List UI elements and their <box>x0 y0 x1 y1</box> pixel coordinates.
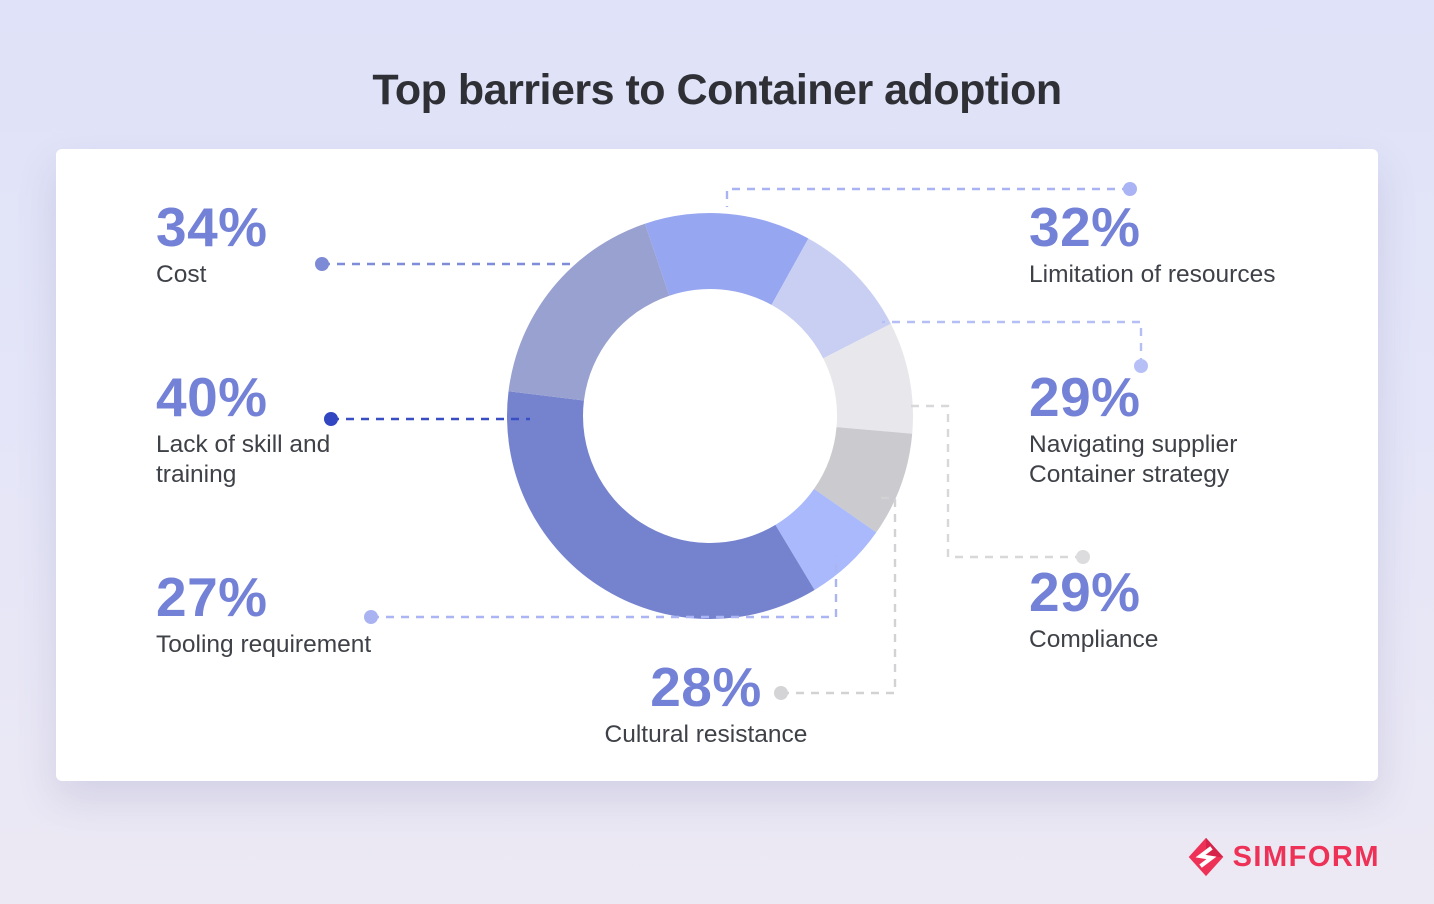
simform-logo: SIMFORM <box>1186 834 1380 880</box>
simform-logo-text: SIMFORM <box>1232 840 1380 873</box>
stat-navigating-label: Navigating supplier Container strategy <box>1029 431 1238 488</box>
stat-compliance: 29% Compliance <box>1029 565 1259 655</box>
stat-navigating: 29% Navigating supplier Container strate… <box>1029 370 1264 490</box>
page-title: Top barriers to Container adoption <box>372 66 1062 114</box>
stat-cost-label: Cost <box>156 261 207 288</box>
stat-cost-value: 34% <box>156 196 268 258</box>
stat-lack-of-skill: 40% Lack of skill and training <box>156 370 351 490</box>
stat-lack-of-skill-value: 40% <box>156 366 268 428</box>
stat-compliance-value: 29% <box>1029 561 1141 623</box>
stat-tooling-label: Tooling requirement <box>156 631 372 658</box>
stat-navigating-value: 29% <box>1029 366 1141 428</box>
stat-limitation: 32% Limitation of resources <box>1029 200 1299 290</box>
stat-tooling: 27% Tooling requirement <box>156 570 416 660</box>
stat-tooling-value: 27% <box>156 566 268 628</box>
stat-limitation-label: Limitation of resources <box>1029 261 1276 288</box>
stat-cultural-value: 28% <box>650 656 762 718</box>
stat-cultural-label: Cultural resistance <box>604 721 808 748</box>
stat-lack-of-skill-label: Lack of skill and training <box>156 431 331 488</box>
stat-compliance-label: Compliance <box>1029 626 1159 653</box>
simform-logo-icon <box>1188 837 1223 877</box>
stat-limitation-value: 32% <box>1029 196 1141 258</box>
stat-cost: 34% Cost <box>156 200 376 290</box>
stat-cultural: 28% Cultural resistance <box>601 660 811 750</box>
